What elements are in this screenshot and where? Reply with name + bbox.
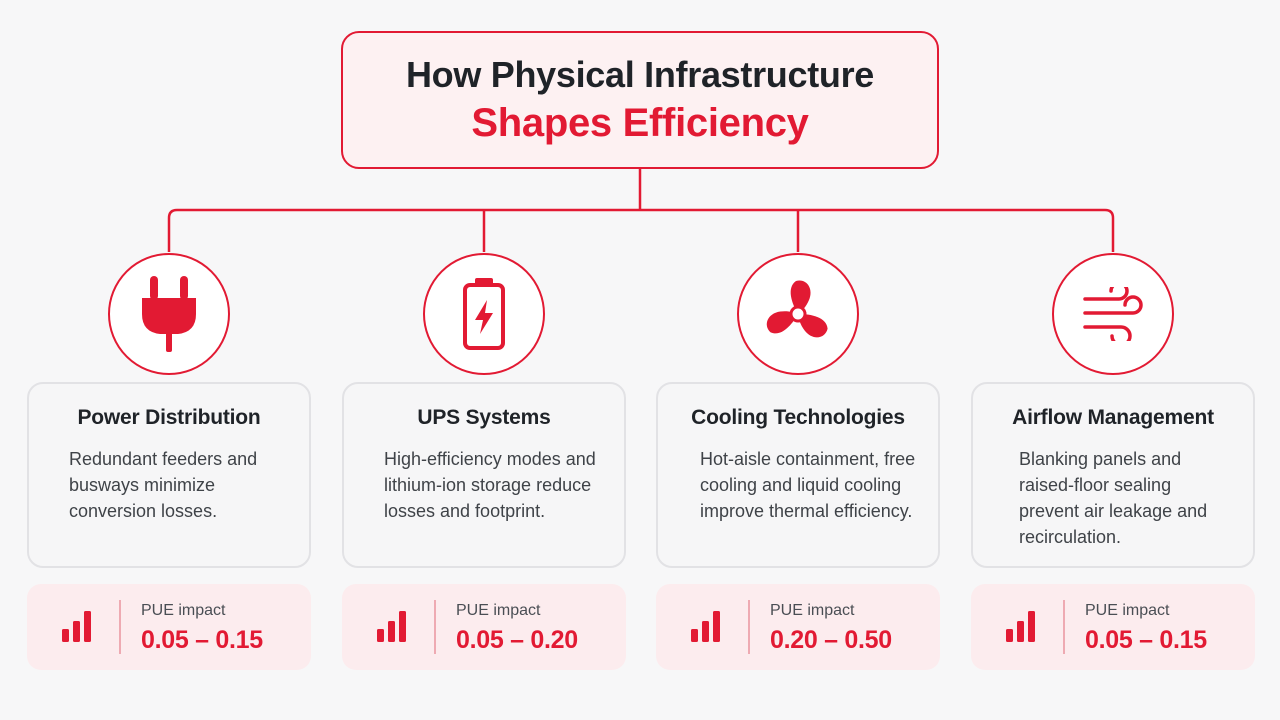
impact-box-ups-systems: PUE impact 0.05 – 0.20 <box>342 584 626 670</box>
signal-bars-icon <box>62 611 91 642</box>
card-description: Blanking panels and raised-floor sealing… <box>1019 449 1208 547</box>
card-ups-systems: UPS Systems High-efficiency modes and li… <box>342 382 626 568</box>
card-description: High-efficiency modes and lithium-ion st… <box>384 449 596 521</box>
plug-icon <box>142 276 196 352</box>
cooling-technologies-icon-circle <box>737 253 859 375</box>
wind-icon <box>1083 287 1143 341</box>
impact-divider <box>119 600 121 654</box>
impact-box-power-distribution: PUE impact 0.05 – 0.15 <box>27 584 311 670</box>
power-distribution-icon-circle <box>108 253 230 375</box>
card-description: Redundant feeders and busways minimize c… <box>69 449 258 521</box>
card-title: UPS Systems <box>417 406 551 429</box>
impact-divider <box>1063 600 1065 654</box>
impact-box-cooling-technologies: PUE impact 0.20 – 0.50 <box>656 584 940 670</box>
impact-label: PUE impact <box>456 602 541 619</box>
signal-bars-icon <box>691 611 720 642</box>
fan-icon <box>766 280 828 338</box>
card-power-distribution: Power Distribution Redundant feeders and… <box>27 382 311 568</box>
card-cooling-technologies: Cooling Technologies Hot-aisle containme… <box>656 382 940 568</box>
ups-systems-icon-circle <box>423 253 545 375</box>
card-title: Airflow Management <box>1012 406 1214 429</box>
impact-value: 0.05 – 0.15 <box>1085 626 1207 654</box>
battery-icon <box>463 278 505 350</box>
impact-value: 0.05 – 0.15 <box>141 626 263 654</box>
signal-bars-icon <box>377 611 406 642</box>
impact-value: 0.05 – 0.20 <box>456 626 578 654</box>
card-title: Cooling Technologies <box>691 406 905 429</box>
impact-box-airflow-management: PUE impact 0.05 – 0.15 <box>971 584 1255 670</box>
branch-bus <box>167 208 1115 252</box>
card-title: Power Distribution <box>77 406 261 429</box>
impact-label: PUE impact <box>141 602 226 619</box>
impact-label: PUE impact <box>1085 602 1170 619</box>
impact-divider <box>748 600 750 654</box>
title-line-2: Shapes Efficiency <box>471 101 809 146</box>
card-description: Hot-aisle containment, free cooling and … <box>700 449 916 521</box>
signal-bars-icon <box>1006 611 1035 642</box>
impact-value: 0.20 – 0.50 <box>770 626 892 654</box>
impact-label: PUE impact <box>770 602 855 619</box>
airflow-management-icon-circle <box>1052 253 1174 375</box>
title-line-1: How Physical Infrastructure <box>405 53 875 95</box>
title-box: How Physical Infrastructure Shapes Effic… <box>341 31 939 169</box>
impact-divider <box>434 600 436 654</box>
card-airflow-management: Airflow Management Blanking panels and r… <box>971 382 1255 568</box>
